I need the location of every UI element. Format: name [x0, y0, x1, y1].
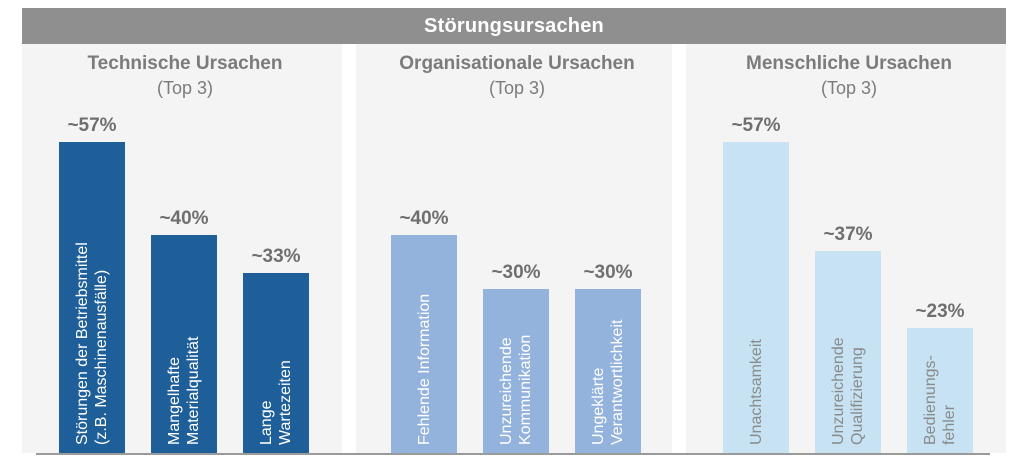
group-title: Technische Ursachen	[87, 53, 283, 74]
bar	[815, 251, 881, 453]
group-technical: Technische Ursachen (Top 3) ~57% Störunge…	[30, 44, 340, 453]
bar	[243, 272, 309, 453]
bar	[151, 234, 217, 453]
group-title: Menschliche Ursachen	[746, 53, 952, 74]
bar	[575, 289, 641, 453]
bar-value-label: ~40%	[399, 207, 449, 229]
bar-value-label: ~40%	[159, 207, 209, 229]
group-title: Organisationale Ursachen	[399, 53, 635, 74]
bar-value-label: ~37%	[823, 224, 873, 246]
bar	[391, 234, 457, 453]
bar-value-label: ~57%	[731, 115, 781, 136]
bar	[723, 142, 789, 453]
baseline	[36, 453, 990, 455]
bar	[59, 142, 125, 453]
group-organisational: Organisationale Ursachen (Top 3) ~40% Feh…	[362, 44, 672, 453]
bar	[907, 327, 973, 453]
group-subtitle: (Top 3)	[488, 78, 546, 98]
bar-value-label: ~33%	[251, 245, 301, 267]
bar-value-label: ~30%	[491, 262, 541, 284]
bar-value-label: ~30%	[583, 262, 633, 284]
chart-title: Störungsursachen	[22, 8, 1006, 44]
bar-value-label: ~23%	[915, 300, 965, 322]
bar-value-label: ~57%	[67, 115, 117, 136]
group-subtitle: (Top 3)	[156, 78, 214, 98]
group-subtitle: (Top 3)	[820, 78, 878, 98]
panels-background	[22, 44, 1006, 453]
bar	[483, 289, 549, 453]
group-human: Menschliche Ursachen (Top 3) ~57% Unachts…	[694, 44, 1004, 453]
